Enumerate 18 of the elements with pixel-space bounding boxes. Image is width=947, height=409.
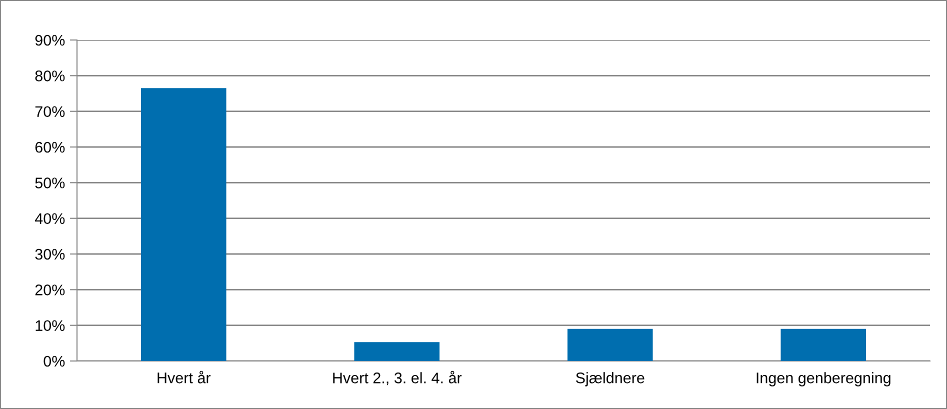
x-tick-label: Hvert 2., 3. el. 4. år	[333, 370, 462, 386]
y-tick-label: 80%	[35, 70, 65, 82]
y-tick-label: 40%	[34, 213, 65, 224]
x-tick-label: Sjældnere	[576, 372, 644, 386]
y-tick-label: 70%	[35, 106, 65, 118]
y-tick-label: 50%	[35, 178, 65, 188]
y-tick-label: 30%	[35, 248, 65, 260]
bar	[780, 328, 866, 361]
y-tick-label: 20%	[35, 284, 65, 296]
y-tick-label: 60%	[35, 142, 65, 153]
bar	[354, 342, 440, 361]
x-tick-label: Ingen genberegning	[756, 372, 890, 386]
bar	[140, 88, 226, 361]
x-tick-label: Hvert år	[158, 370, 211, 384]
y-tick-label: 10%	[36, 320, 65, 332]
y-tick-label: 90%	[35, 34, 65, 46]
bar	[567, 328, 653, 361]
y-tick-label: 0%	[44, 356, 65, 367]
